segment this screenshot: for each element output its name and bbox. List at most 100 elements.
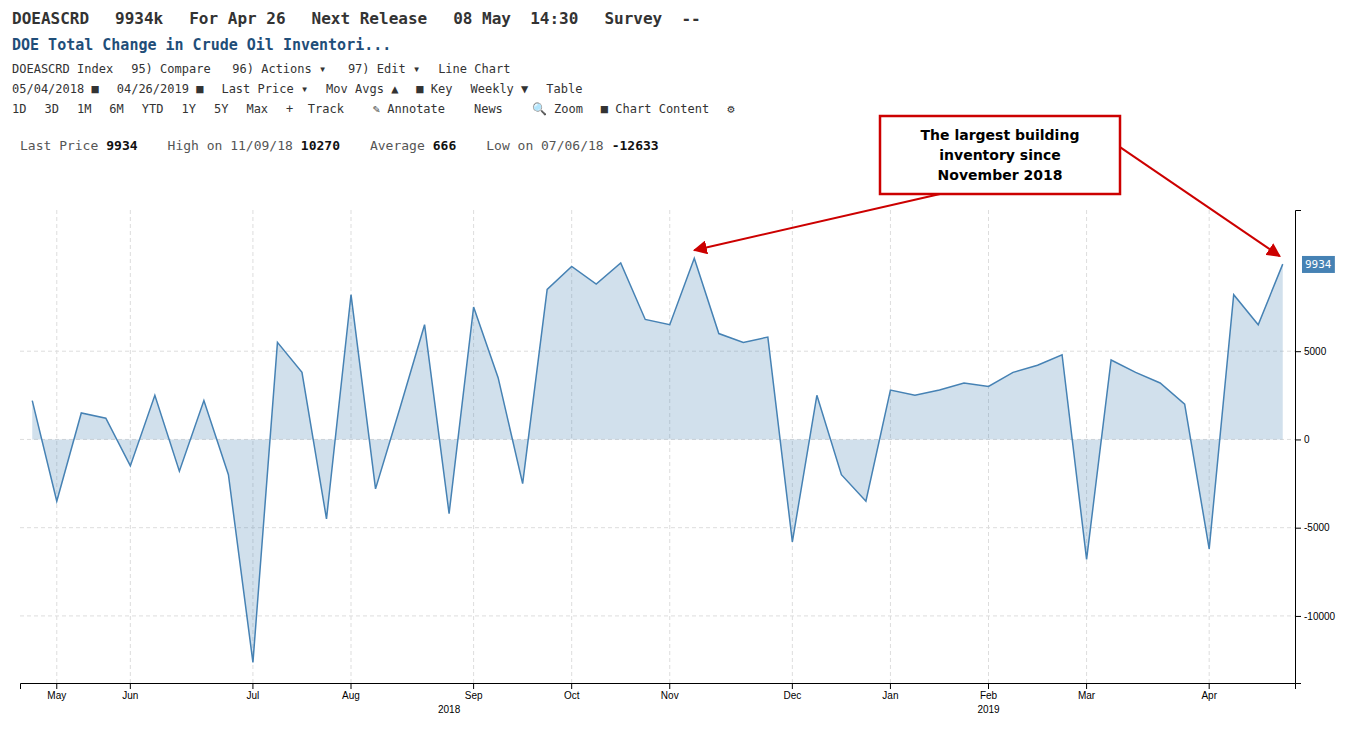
tick: -10000 [1295, 611, 1336, 622]
header-row: 05/04/2018 ■04/26/2019 ■Last Price ▾Mov … [12, 82, 582, 96]
grid-line [351, 210, 352, 683]
tick: Mar [1078, 683, 1096, 701]
tick-mark [351, 683, 352, 689]
stat-label: High on 11/09/18 [168, 138, 293, 153]
header-text: + Track ✎ Annotate News 🔍 Zoom [286, 101, 583, 116]
header-row: 1D3D1M6MYTD1Y5YMax+ Track ✎ Annotate New… [12, 101, 735, 116]
header-text: DOEASCRD Index [12, 62, 113, 76]
tick-mark [890, 683, 891, 689]
tick-mark [792, 683, 793, 689]
header-row: DOEASCRD Index 95) Compare 96) Actions ▾ … [12, 62, 510, 76]
tick: 2019 [977, 703, 1000, 715]
annotation-arrow [1120, 147, 1280, 256]
header-text: Survey -- [604, 9, 700, 28]
stat-value: 10270 [301, 138, 340, 153]
plot-root: May Jun Jul Aug Sep Oct Nov Dec Jan Feb Mar Apr 2018… [20, 210, 1336, 715]
tick-mark [1086, 683, 1087, 689]
tick-label: Oct [564, 690, 580, 701]
annotation-text: The largest buildinginventory sinceNovem… [921, 127, 1080, 183]
tick-label: Aug [342, 690, 360, 701]
last-price-label: 9934 [1305, 258, 1332, 271]
tick: Jan [882, 683, 898, 701]
tick-mark [1295, 351, 1301, 352]
tick-label: Jun [122, 690, 138, 701]
tick: Aug [342, 683, 360, 701]
header-text: 05/04/2018 ■ [12, 82, 99, 96]
header-text: 3D [44, 102, 58, 116]
title: DOE Total Change in Crude Oil Inventori.… [12, 36, 391, 54]
tick: Jun [122, 683, 138, 701]
header-text: Line Chart [438, 62, 510, 76]
y-axis: -10000 -5000 0 5000 [1295, 211, 1336, 684]
tick-mark [571, 683, 572, 689]
tick-label: May [47, 690, 66, 701]
tick: May [47, 683, 66, 701]
tick: Apr [1201, 683, 1217, 701]
last-price-box [1302, 256, 1335, 273]
tick-mark [56, 683, 57, 689]
header-text: ■ Chart Content [601, 102, 709, 116]
tick-mark [1295, 528, 1301, 529]
annotation: The largest buildinginventory sinceNovem… [694, 116, 1279, 256]
tick-label: -5000 [1304, 522, 1330, 533]
tick-label: Sep [465, 690, 483, 701]
stat-value: 666 [433, 138, 457, 153]
stat-label: Average [370, 138, 425, 153]
grid-line [669, 210, 670, 683]
tick: Jul [247, 683, 260, 701]
stat-value: 9934 [106, 138, 137, 153]
year-axis: 20182019 [438, 703, 1000, 715]
annotation-box [880, 116, 1120, 194]
stats: Last Price 9934 High on 11/09/18 10270 Avera… [20, 138, 659, 153]
tick-mark [1295, 439, 1301, 440]
grid [20, 210, 1295, 683]
header-text: ■ Key [416, 82, 452, 96]
header-text: Max [246, 102, 268, 116]
header-text: 1Y [182, 102, 197, 116]
stat-label: Last Price [20, 138, 98, 153]
tick: 5000 [1295, 346, 1327, 357]
tick-mark [988, 683, 989, 689]
annotation-arrow [694, 194, 940, 250]
chart-svg: DOEASCRD9934kFor Apr 26Next Release08 Ma… [0, 0, 1355, 738]
tick: Feb [980, 683, 998, 701]
tick-label: Apr [1201, 690, 1217, 701]
stat-value: -12633 [612, 138, 659, 153]
tick-label: Jan [882, 690, 898, 701]
header-text: 95) Compare 96) Actions ▾ 97) Edit ▾ [131, 62, 420, 76]
header-text: Mov Avgs ▲ [326, 82, 399, 96]
axis-line [21, 684, 1296, 690]
marks [32, 258, 1282, 662]
header-text: Last Price ▾ [221, 82, 308, 96]
header-text: Table [546, 82, 582, 96]
header-text: Next Release [312, 9, 428, 28]
header-text: For Apr 26 [189, 9, 285, 28]
grid-line [988, 210, 989, 683]
tick-mark [1295, 616, 1301, 617]
header-text: DOEASCRD [12, 9, 89, 28]
tick-label: Dec [783, 690, 801, 701]
tick: Dec [783, 683, 801, 701]
tick-mark [669, 683, 670, 689]
tick-mark [252, 683, 253, 689]
grid-line [20, 615, 1295, 616]
axis-line [1296, 211, 1302, 684]
grid-line [473, 210, 474, 683]
header-text: 1M [77, 102, 91, 116]
tick: 0 [1295, 434, 1310, 445]
x-axis: May Jun Jul Aug Sep Oct Nov Dec Jan Feb Mar Apr [21, 683, 1296, 701]
tick-label: Jul [247, 690, 260, 701]
tick-mark [473, 683, 474, 689]
header-text: 1D [12, 102, 26, 116]
grid-line [20, 527, 1295, 528]
tick-label: Mar [1078, 690, 1096, 701]
header-text: ⚙ [727, 102, 735, 116]
tick: -5000 [1295, 522, 1330, 533]
tick: Nov [661, 683, 679, 701]
tick-label: Feb [980, 690, 998, 701]
header-text: 6M [109, 102, 123, 116]
header-text: Weekly ▼ [470, 82, 529, 96]
tick-label: 2019 [977, 704, 1000, 715]
grid-line [890, 210, 891, 683]
tick-label: 0 [1304, 434, 1310, 445]
